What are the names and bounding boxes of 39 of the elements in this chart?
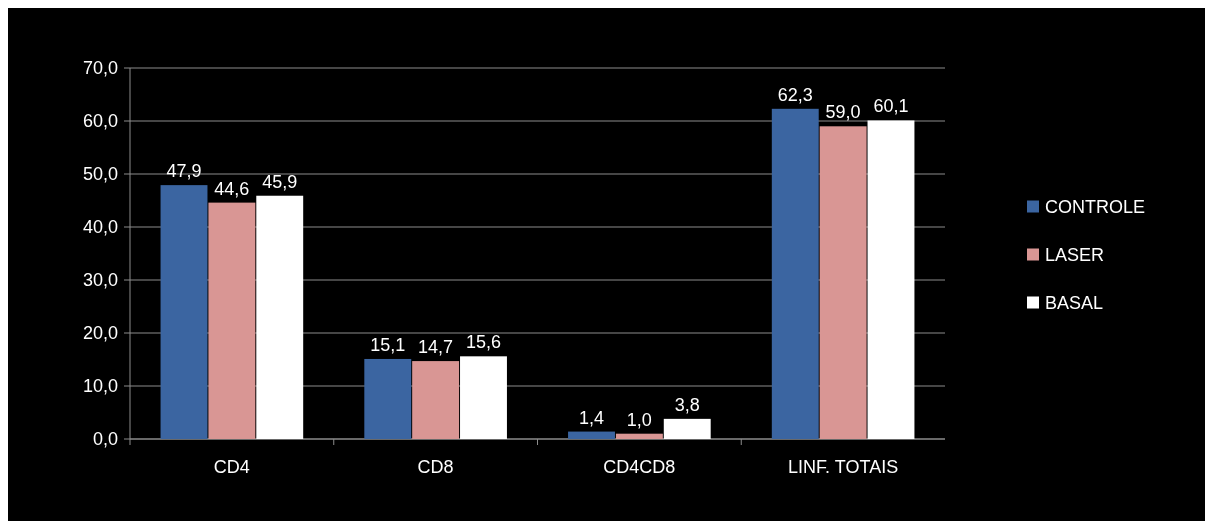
bar — [771, 108, 819, 439]
bar — [208, 202, 256, 439]
bar — [256, 195, 304, 439]
y-tick-label: 10,0 — [82, 376, 118, 397]
bar — [364, 358, 412, 439]
x-tick-label: CD4 — [213, 457, 250, 477]
legend-label: LASER — [1045, 244, 1105, 265]
legend-label: BASAL — [1045, 292, 1104, 313]
data-label: 3,8 — [674, 394, 700, 415]
data-label: 15,6 — [465, 332, 502, 353]
bar — [867, 120, 915, 439]
bar — [412, 361, 460, 439]
y-tick-label: 70,0 — [82, 58, 118, 79]
data-label: 1,4 — [579, 407, 605, 428]
data-label: 47,9 — [166, 161, 202, 182]
legend-label: CONTROLE — [1045, 196, 1146, 217]
bar — [663, 418, 711, 439]
data-label: 15,1 — [370, 334, 406, 355]
x-tick-label: CD8 — [417, 457, 454, 477]
data-label: 44,6 — [214, 178, 250, 199]
bar — [460, 356, 507, 439]
y-tick-label: 50,0 — [82, 164, 118, 185]
bar — [568, 431, 615, 439]
x-tick-label: LINF. TOTAIS — [788, 457, 899, 477]
x-tick-label: CD4CD8 — [603, 457, 676, 477]
y-tick-label: 30,0 — [82, 270, 118, 291]
y-tick-label: 60,0 — [82, 111, 118, 132]
y-tick-label: 20,0 — [82, 323, 118, 344]
data-label: 62,3 — [777, 84, 813, 105]
data-label: 1,0 — [626, 409, 652, 430]
data-label: 60,1 — [873, 96, 909, 117]
y-tick-label: 40,0 — [82, 217, 118, 238]
bar — [160, 185, 208, 439]
data-label: 14,7 — [418, 337, 454, 358]
bar — [819, 126, 867, 439]
y-tick-label: 0,0 — [92, 429, 118, 450]
data-label: 45,9 — [262, 171, 298, 192]
bar — [615, 433, 663, 439]
data-label: 59,0 — [825, 102, 861, 123]
